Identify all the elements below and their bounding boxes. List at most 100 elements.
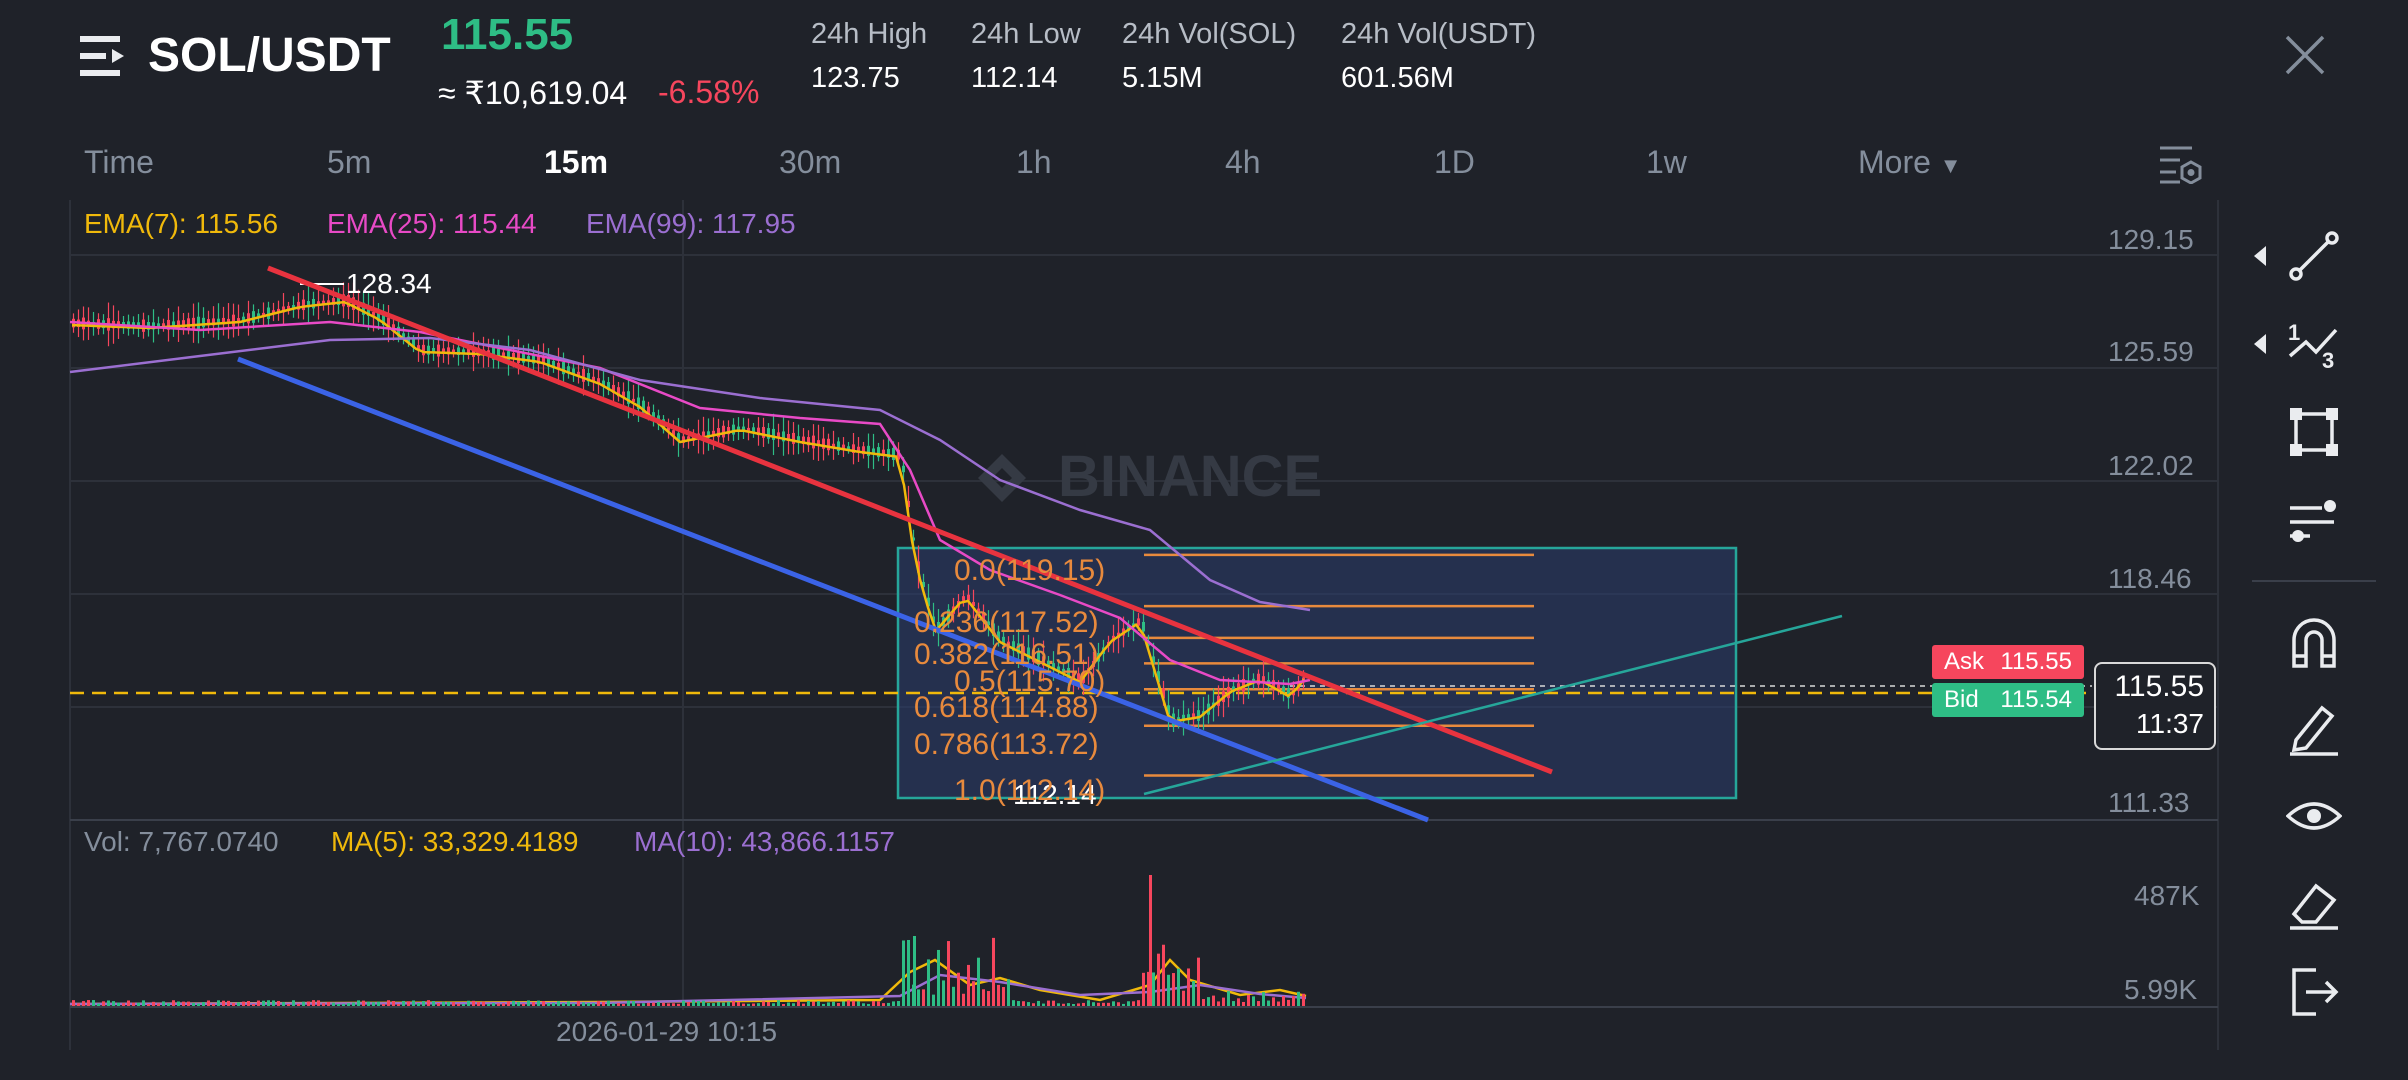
candle [1277,684,1280,691]
candle [397,326,400,337]
volume-bar [857,1001,860,1006]
expand-arrow-icon[interactable] [2254,246,2268,266]
volume-bar [802,1003,805,1006]
tab-1d[interactable]: 1D [1434,144,1475,180]
candle [1257,673,1260,685]
candle [257,313,260,319]
volume-bar [627,1000,630,1006]
volume-bar [1052,1000,1055,1006]
candle [927,597,930,607]
candle [392,324,395,331]
candle [472,346,475,357]
tab-1h[interactable]: 1h [1016,144,1052,180]
volume-bar [437,1003,440,1006]
candle [547,358,550,367]
volume-bar [112,1001,115,1006]
magnet-icon[interactable] [2286,614,2342,670]
volume-bar [622,1003,625,1006]
volume-bar [532,1002,535,1006]
candle [532,354,535,364]
brush-icon[interactable] [2286,700,2342,756]
candle [552,360,555,368]
expand-arrow-icon[interactable] [2254,334,2268,354]
candle [1152,656,1155,664]
volume-bar [1242,1001,1245,1006]
volume-bar [472,1000,475,1006]
candle [322,300,325,305]
candle [677,433,680,442]
stat-high-value: 123.75 [811,62,900,94]
volume-bar [1192,981,1195,1006]
bid-price: 115.54 [2000,686,2072,713]
candle [1012,641,1015,651]
candle [177,320,180,328]
candle [327,300,330,304]
volume-bar [342,1003,345,1006]
tab-more[interactable]: More ▼ [1858,144,1962,181]
shape-tool-icon[interactable] [2286,404,2342,460]
candle [242,316,245,323]
ema7-line [71,300,1305,723]
volume-bar [372,1002,375,1006]
volume-bar [772,1003,775,1006]
candle [182,320,185,328]
volume-bar [1077,1003,1080,1006]
volume-bar [832,1001,835,1006]
volume-bar [1212,995,1215,1006]
volume-bar [892,1001,895,1006]
menu-icon[interactable] [80,34,128,78]
exit-icon[interactable] [2286,964,2342,1020]
volume-bar [1147,971,1150,1006]
candle [622,391,625,398]
volume-bar [1032,1003,1035,1006]
tab-time[interactable]: Time [84,144,154,180]
volume-bar [107,1000,110,1006]
fib-tool-icon[interactable]: 1 3 [2286,316,2342,372]
volume-bar [567,1001,570,1006]
candle [172,321,175,328]
candle [412,339,415,348]
volume-bar [1217,1001,1220,1006]
candle [842,444,845,450]
volume-bar [642,1003,645,1006]
candle [642,400,645,413]
volume-bar [272,1000,275,1006]
candle [1272,680,1275,690]
candle [197,316,200,330]
indicator-tool-icon[interactable] [2286,494,2342,550]
volume-bar [862,1003,865,1006]
candle [152,322,155,330]
close-icon[interactable] [2284,34,2326,76]
volume-bar [1112,1001,1115,1006]
eraser-icon[interactable] [2286,876,2342,932]
pair-title[interactable]: SOL/USDT [148,29,391,82]
volume-bar [852,1000,855,1006]
volume-bar [887,1002,890,1006]
eye-icon[interactable] [2286,788,2342,844]
volume-bar [92,1000,95,1006]
tab-4h[interactable]: 4h [1225,144,1261,180]
candle [1182,714,1185,722]
candle [217,318,220,325]
tab-1w[interactable]: 1w [1646,144,1687,180]
volume-bar [872,1001,875,1006]
volume-bar [307,1001,310,1006]
tab-5m[interactable]: 5m [327,144,372,180]
tab-more-label: More [1858,144,1931,180]
volume-bar [902,940,905,1006]
trend-line-icon[interactable] [2286,228,2342,284]
volume-bar [232,1003,235,1006]
chart-settings-icon[interactable] [2158,142,2204,184]
tab-15m[interactable]: 15m [544,144,609,180]
candle [157,323,160,328]
time-axis-label: 2026-01-29 10:15 [556,1016,778,1047]
candle [167,319,170,330]
volume-bar [732,1000,735,1006]
volume-bar [182,1001,185,1006]
volume-bar [527,1000,530,1006]
candle [987,621,990,626]
tab-30m[interactable]: 30m [779,144,842,180]
price-axis-label: 125.59 [2108,336,2194,367]
volume-bar [1067,1003,1070,1006]
